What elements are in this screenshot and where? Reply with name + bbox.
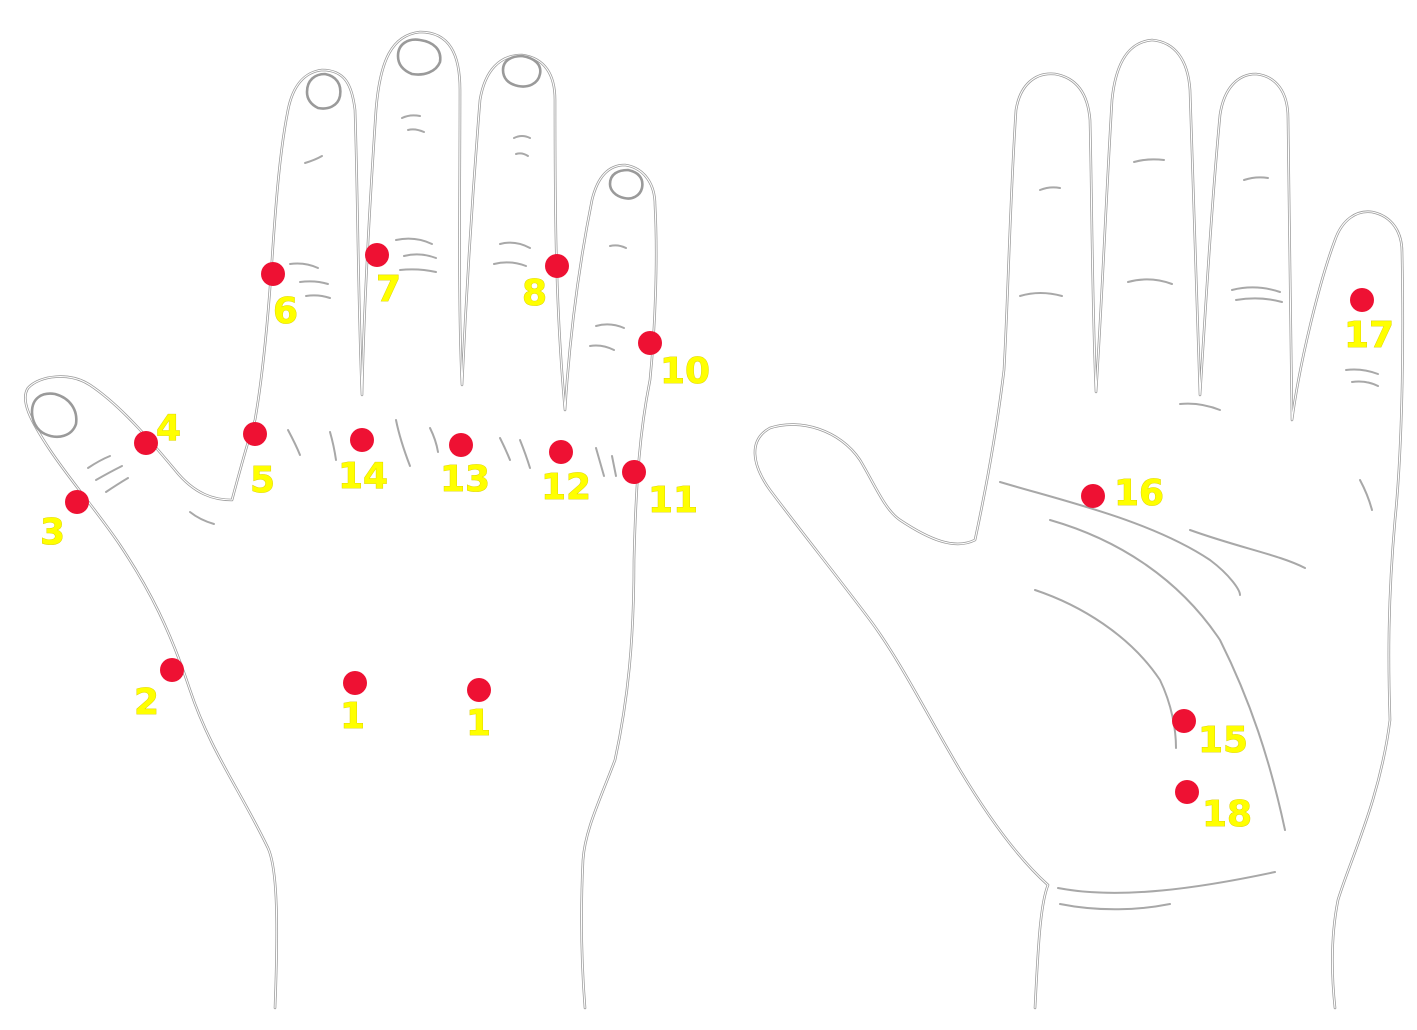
point-marker-16: 16 [1081, 473, 1165, 514]
point-label: 6 [273, 291, 298, 332]
point-label: 3 [40, 512, 65, 553]
point-marker-17: 17 [1344, 288, 1395, 356]
point-dot [365, 243, 389, 267]
palm-hand-creases [999, 158, 1379, 911]
point-marker-4: 4 [134, 408, 181, 455]
point-label: 18 [1202, 794, 1252, 835]
point-marker-18: 18 [1175, 780, 1253, 835]
point-dot [1175, 780, 1199, 804]
point-label: 17 [1344, 315, 1394, 356]
point-dot [549, 440, 573, 464]
point-marker-5: 5 [243, 422, 275, 501]
point-dot [638, 331, 662, 355]
point-marker-12: 12 [541, 440, 592, 508]
point-dot [1081, 484, 1105, 508]
point-dot [1172, 709, 1196, 733]
point-dot [449, 433, 473, 457]
palm-of-hand-drawing [753, 38, 1405, 1010]
back-hand-outline [23, 30, 658, 1010]
point-marker-13: 13 [440, 433, 491, 500]
point-label: 15 [1198, 720, 1248, 761]
point-dot [1350, 288, 1374, 312]
point-marker-1: 1 [340, 671, 367, 737]
point-marker-7: 7 [365, 243, 401, 310]
point-label: 12 [541, 467, 591, 508]
point-marker-8: 8 [522, 254, 569, 314]
point-label: 7 [376, 269, 401, 310]
point-label: 1 [466, 703, 491, 744]
point-label: 5 [250, 460, 275, 501]
point-label: 1 [340, 696, 365, 737]
point-dot [350, 428, 374, 452]
point-dot [134, 431, 158, 455]
point-label: 16 [1114, 473, 1164, 514]
point-marker-10: 10 [638, 331, 711, 392]
point-marker-6: 6 [261, 262, 298, 332]
point-marker-15: 15 [1172, 709, 1249, 761]
point-dot [467, 678, 491, 702]
point-label: 11 [648, 480, 698, 521]
point-label: 4 [156, 408, 181, 449]
point-dot [160, 658, 184, 682]
point-label: 10 [660, 351, 710, 392]
point-dot [545, 254, 569, 278]
back-hand-fingernails [30, 38, 644, 438]
back-hand-knuckle-creases [87, 114, 627, 525]
point-dot [261, 262, 285, 286]
point-label: 14 [338, 456, 388, 497]
point-label: 13 [440, 459, 490, 500]
point-dot [622, 460, 646, 484]
point-marker-3: 3 [40, 490, 89, 553]
point-label: 2 [134, 682, 159, 723]
point-marker-14: 14 [338, 428, 389, 497]
point-dot [343, 671, 367, 695]
point-label: 8 [522, 273, 547, 314]
point-marker-2: 2 [134, 658, 184, 723]
point-marker-11: 11 [622, 460, 699, 521]
point-dot [65, 490, 89, 514]
palm-hand-outline [753, 38, 1405, 1010]
point-marker-1-b: 1 [466, 678, 491, 744]
back-of-hand-drawing [23, 30, 658, 1010]
point-dot [243, 422, 267, 446]
